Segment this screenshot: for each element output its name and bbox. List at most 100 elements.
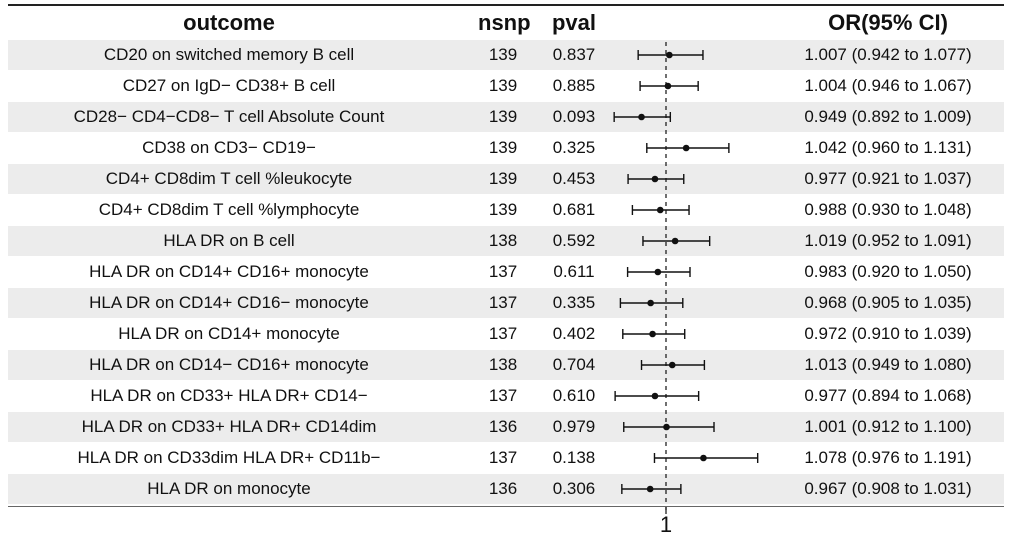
outcome-cell: CD4+ CD8dim T cell %lymphocyte bbox=[98, 200, 360, 219]
nsnp-cell: 137 bbox=[488, 448, 518, 467]
or-point bbox=[666, 51, 673, 59]
or-point bbox=[663, 423, 670, 431]
or-ci-cell: 1.019 (0.952 to 1.091) bbox=[804, 231, 972, 250]
table-row: CD38 on CD3− CD19− 139 0.325 1.042 (0.960 t… bbox=[8, 133, 1004, 163]
pval-cell: 0.402 bbox=[552, 324, 596, 343]
table-row: CD27 on IgD− CD38+ B cell 139 0.885 1.004 (… bbox=[8, 71, 1004, 101]
or-point bbox=[654, 268, 662, 276]
nsnp-cell: 137 bbox=[488, 262, 518, 281]
header-or-ci: OR(95% CI) bbox=[828, 10, 948, 35]
outcome-cell: CD20 on switched memory B cell bbox=[103, 45, 355, 64]
ci-mark bbox=[621, 484, 682, 494]
outcome-cell: HLA DR on B cell bbox=[163, 231, 295, 250]
pval-cell: 0.704 bbox=[552, 355, 596, 374]
pval-cell: 0.611 bbox=[553, 262, 595, 281]
table-row: CD4+ CD8dim T cell %lymphocyte 139 0.681 0.… bbox=[8, 195, 1004, 225]
pval-cell: 0.885 bbox=[552, 76, 596, 95]
table-row: HLA DR on CD33+ HLA DR+ CD14dim 136 0.979 1… bbox=[8, 412, 1004, 442]
outcome-cell: HLA DR on CD14+ CD16+ monocyte bbox=[89, 262, 369, 281]
table-row: HLA DR on CD33+ HLA DR+ CD14− 137 0.610 0.9… bbox=[8, 381, 1004, 411]
or-point bbox=[668, 361, 676, 369]
or-point bbox=[656, 206, 664, 214]
ci-mark bbox=[640, 360, 706, 370]
or-ci-cell: 1.013 (0.949 to 1.080) bbox=[804, 355, 972, 374]
or-ci-cell: 0.977 (0.921 to 1.037) bbox=[804, 169, 972, 188]
or-ci-cell: 0.977 (0.894 to 1.068) bbox=[804, 386, 972, 405]
nsnp-cell: 136 bbox=[488, 417, 518, 436]
header-outcome: outcome bbox=[183, 10, 275, 35]
table-row: HLA DR on CD33dim HLA DR+ CD11b− 137 0.138… bbox=[8, 443, 1004, 473]
pval-cell: 0.592 bbox=[552, 231, 596, 250]
nsnp-cell: 139 bbox=[488, 169, 518, 188]
table-bottom-rule bbox=[8, 506, 1004, 507]
outcome-cell: HLA DR on monocyte bbox=[147, 479, 311, 498]
outcome-cell: CD4+ CD8dim T cell %leukocyte bbox=[105, 169, 353, 188]
table-row: CD4+ CD8dim T cell %leukocyte 139 0.453 0.9… bbox=[8, 164, 1004, 194]
or-point bbox=[651, 175, 659, 183]
ci-mark bbox=[614, 391, 700, 401]
outcome-cell: CD38 on CD3− CD19− bbox=[142, 138, 316, 157]
header-nsnp: nsnp bbox=[478, 10, 531, 35]
table-row: HLA DR on CD14+ CD16+ monocyte 137 0.611 0.… bbox=[8, 257, 1004, 287]
table-row: HLA DR on CD14+ CD16− monocyte 137 0.335 0.… bbox=[8, 288, 1004, 318]
ci-mark bbox=[646, 143, 730, 153]
or-point bbox=[638, 113, 645, 121]
table-row: HLA DR on B cell 138 0.592 1.019 (0.952 to … bbox=[8, 226, 1004, 256]
outcome-cell: HLA DR on CD14+ CD16− monocyte bbox=[89, 293, 369, 312]
ci-mark bbox=[613, 112, 672, 122]
nsnp-cell: 137 bbox=[488, 386, 518, 405]
or-point bbox=[647, 299, 654, 307]
outcome-cell: CD28− CD4−CD8− T cell Absolute Count bbox=[73, 107, 385, 126]
or-point bbox=[682, 144, 690, 152]
table-row: CD28− CD4−CD8− T cell Absolute Count 139 0… bbox=[8, 102, 1004, 132]
pval-cell: 0.335 bbox=[552, 293, 596, 312]
x-tick-label: 1 bbox=[659, 512, 673, 537]
pval-cell: 0.837 bbox=[552, 45, 596, 64]
or-point bbox=[700, 454, 707, 462]
ci-mark bbox=[627, 174, 685, 184]
outcome-cell: HLA DR on CD14− CD16+ monocyte bbox=[89, 355, 369, 374]
table-row: CD20 on switched memory B cell 139 0.837 1.… bbox=[8, 40, 1004, 70]
nsnp-cell: 138 bbox=[488, 231, 518, 250]
ci-mark bbox=[619, 298, 684, 308]
ci-mark bbox=[639, 81, 699, 91]
or-point bbox=[651, 392, 659, 400]
or-ci-cell: 1.007 (0.942 to 1.077) bbox=[804, 45, 972, 64]
nsnp-cell: 139 bbox=[488, 76, 518, 95]
table-top-rule bbox=[8, 4, 1004, 6]
or-ci-cell: 0.983 (0.920 to 1.050) bbox=[804, 262, 972, 281]
ci-mark bbox=[653, 453, 759, 463]
or-point bbox=[664, 82, 672, 90]
pval-cell: 0.610 bbox=[552, 386, 596, 405]
nsnp-cell: 139 bbox=[488, 45, 518, 64]
ci-mark bbox=[623, 422, 715, 432]
or-ci-cell: 0.972 (0.910 to 1.039) bbox=[804, 324, 972, 343]
outcome-cell: HLA DR on CD33+ HLA DR+ CD14dim bbox=[81, 417, 377, 436]
or-ci-cell: 1.078 (0.976 to 1.191) bbox=[804, 448, 972, 467]
or-ci-cell: 0.968 (0.905 to 1.035) bbox=[804, 293, 972, 312]
nsnp-cell: 137 bbox=[488, 324, 518, 343]
nsnp-cell: 137 bbox=[488, 293, 518, 312]
table-row: HLA DR on CD14− CD16+ monocyte 138 0.704 1.… bbox=[8, 350, 1004, 380]
nsnp-cell: 138 bbox=[488, 355, 518, 374]
or-point bbox=[646, 485, 654, 493]
ci-mark bbox=[622, 329, 686, 339]
or-ci-cell: 1.001 (0.912 to 1.100) bbox=[804, 417, 972, 436]
or-ci-cell: 1.042 (0.960 to 1.131) bbox=[804, 138, 972, 157]
pval-cell: 0.138 bbox=[552, 448, 596, 467]
outcome-cell: CD27 on IgD− CD38+ B cell bbox=[122, 76, 336, 95]
header-pval: pval bbox=[551, 10, 597, 35]
table-row: HLA DR on CD14+ monocyte 137 0.402 0.972 (0… bbox=[8, 319, 1004, 349]
nsnp-cell: 136 bbox=[488, 479, 518, 498]
outcome-cell: HLA DR on CD33dim HLA DR+ CD11b− bbox=[77, 448, 381, 467]
pval-cell: 0.453 bbox=[552, 169, 596, 188]
outcome-cell: HLA DR on CD33+ HLA DR+ CD14− bbox=[90, 386, 368, 405]
ci-mark bbox=[626, 267, 691, 277]
nsnp-cell: 139 bbox=[488, 200, 518, 219]
outcome-cell: HLA DR on CD14+ monocyte bbox=[118, 324, 340, 343]
or-ci-cell: 0.967 (0.908 to 1.031) bbox=[804, 479, 972, 498]
ci-mark bbox=[631, 205, 690, 215]
pval-cell: 0.979 bbox=[552, 417, 596, 436]
ci-mark bbox=[637, 50, 704, 60]
